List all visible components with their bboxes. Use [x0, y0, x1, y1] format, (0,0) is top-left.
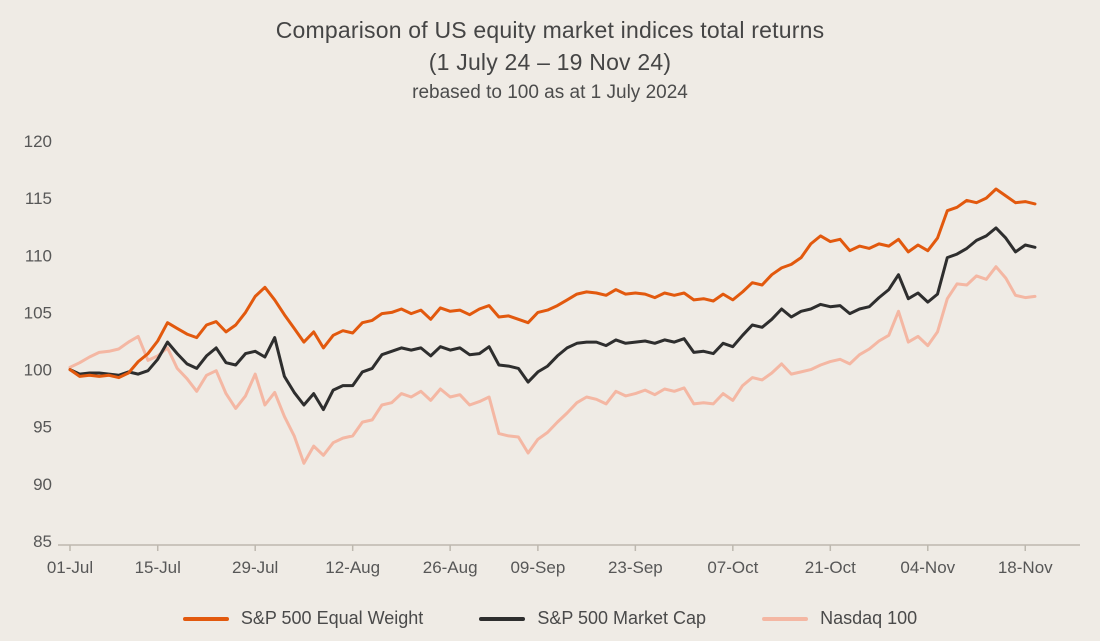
series-line-s-p-500-equal-weight	[68, 187, 1037, 380]
x-tick-label: 12-Aug	[325, 558, 380, 577]
y-tick-label: 110	[25, 246, 52, 265]
legend-item-nasdaq-100: Nasdaq 100	[762, 608, 917, 629]
x-tick-label: 07-Oct	[707, 558, 758, 577]
y-tick-label: 100	[24, 361, 52, 380]
chart-header: Comparison of US equity market indices t…	[0, 14, 1100, 108]
chart-subtitle: (1 July 24 – 19 Nov 24)	[428, 49, 672, 75]
y-tick-label: 90	[33, 475, 52, 494]
legend-swatch-sp500-equal-weight	[182, 616, 229, 621]
x-tick-label: 23-Sep	[608, 558, 663, 577]
x-tick-label: 01-Jul	[47, 558, 93, 577]
x-tick-label: 29-Jul	[232, 558, 278, 577]
chart-title: Comparison of US equity market indices t…	[275, 17, 825, 43]
legend-item-sp500-equal-weight: S&P 500 Equal Weight	[182, 608, 424, 629]
x-tick-label: 15-Jul	[135, 558, 181, 577]
x-tick-label: 04-Nov	[900, 558, 955, 577]
chart-subtitle-rebased: rebased to 100 as at 1 July 2024	[412, 82, 688, 103]
y-tick-label: 95	[33, 418, 52, 437]
y-tick-label: 115	[25, 189, 52, 208]
legend-label-nasdaq-100: Nasdaq 100	[820, 608, 918, 628]
x-tick-label: 21-Oct	[805, 558, 856, 577]
legend-label-sp500-equal-weight: S&P 500 Equal Weight	[240, 608, 424, 628]
x-tick-label: 18-Nov	[998, 558, 1053, 577]
y-tick-label: 120	[24, 132, 52, 151]
legend-swatch-nasdaq-100	[762, 616, 809, 621]
y-tick-label: 85	[33, 532, 52, 551]
legend-swatch-sp500-market-cap	[479, 616, 526, 621]
legend-label-sp500-market-cap: S&P 500 Market Cap	[537, 608, 707, 628]
series-line-nasdaq-100	[68, 265, 1037, 465]
x-tick-label: 09-Sep	[510, 558, 565, 577]
legend-item-sp500-market-cap: S&P 500 Market Cap	[479, 608, 706, 629]
series-line-s-p-500-market-cap	[68, 226, 1037, 412]
y-tick-label: 105	[24, 303, 52, 322]
x-tick-label: 26-Aug	[423, 558, 478, 577]
chart-legend: S&P 500 Equal Weight S&P 500 Market Cap …	[0, 608, 1100, 629]
